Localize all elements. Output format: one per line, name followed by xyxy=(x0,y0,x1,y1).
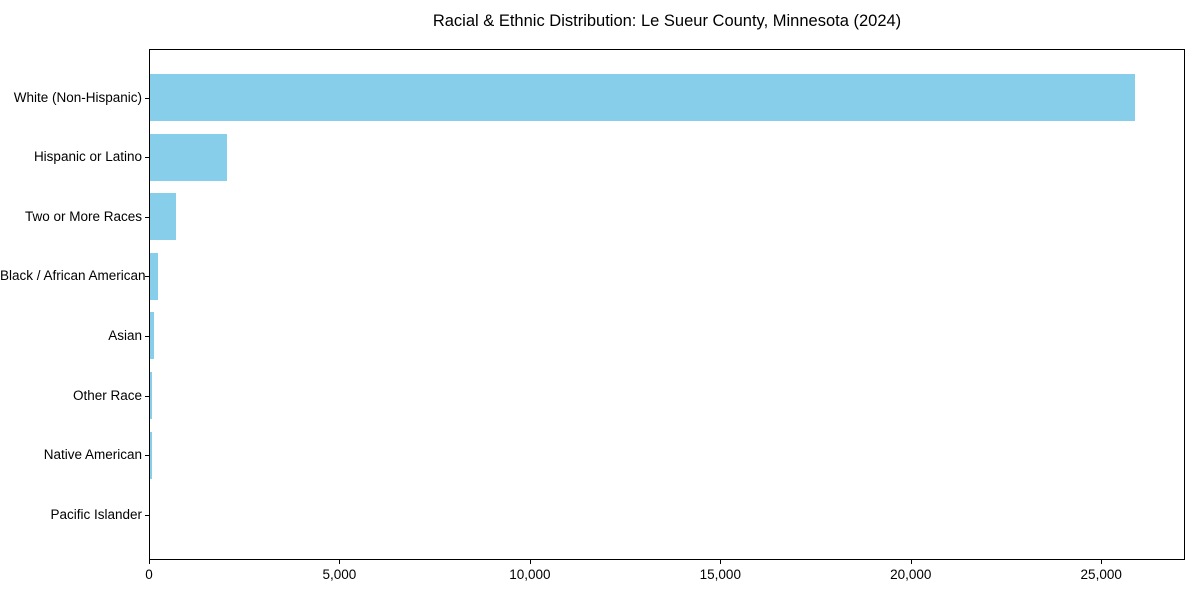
x-tick-mark xyxy=(910,560,912,564)
x-tick-mark xyxy=(149,560,150,564)
y-tick-mark xyxy=(145,97,149,99)
bar-black-african-american xyxy=(150,252,159,300)
x-tick-label-25000: 25,000 xyxy=(1080,567,1122,582)
chart-title: Racial & Ethnic Distribution: Le Sueur C… xyxy=(432,12,902,30)
plot-area xyxy=(149,49,1185,560)
y-tick-label-other-race: Other Race xyxy=(72,387,142,403)
y-tick-mark xyxy=(145,216,149,218)
y-tick-label-native-american: Native American xyxy=(43,447,142,463)
bar-native-american xyxy=(150,431,153,479)
x-tick-label-5000: 5,000 xyxy=(322,567,357,582)
y-tick-mark xyxy=(145,395,149,397)
y-tick-label-white-non-hispanic: White (Non-Hispanic) xyxy=(13,89,142,105)
y-tick-label-two-or-more-races: Two or More Races xyxy=(24,208,142,224)
bar-asian xyxy=(150,312,155,360)
bar-other-race xyxy=(150,372,153,420)
x-tick-mark xyxy=(720,560,722,564)
bar-two-or-more-races xyxy=(150,193,176,241)
bar-white-non-hispanic xyxy=(150,74,1136,122)
x-tick-label-15000: 15,000 xyxy=(699,567,741,582)
y-tick-mark xyxy=(145,157,149,159)
y-tick-mark xyxy=(145,455,149,457)
y-tick-label-pacific-islander: Pacific Islander xyxy=(50,506,142,522)
x-tick-mark xyxy=(1101,560,1103,564)
y-tick-mark xyxy=(145,276,149,278)
x-tick-label-10000: 10,000 xyxy=(509,567,551,582)
x-tick-label-0: 0 xyxy=(145,567,153,582)
y-tick-label-asian: Asian xyxy=(108,327,142,343)
y-tick-mark xyxy=(145,335,149,337)
bar-hispanic-or-latino xyxy=(150,133,227,181)
y-tick-label-hispanic-or-latino: Hispanic or Latino xyxy=(33,149,142,165)
y-tick-label-black-african-american: Black / African American xyxy=(0,268,146,284)
y-tick-mark xyxy=(145,514,149,516)
x-tick-label-20000: 20,000 xyxy=(890,567,932,582)
x-tick-mark xyxy=(339,560,341,564)
x-tick-mark xyxy=(529,560,531,564)
